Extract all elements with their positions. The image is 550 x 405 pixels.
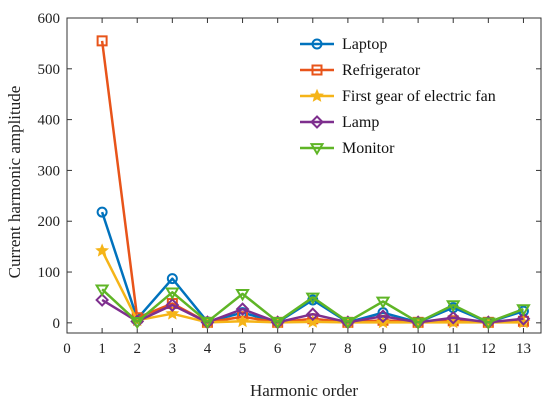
data-point-first-gear-of-electric-fan — [446, 315, 461, 329]
legend: Laptop Refrigerator First gear of electric… — [300, 36, 496, 157]
legend-label: Laptop — [342, 36, 387, 53]
data-point-laptop — [166, 273, 178, 285]
series-line-monitor — [101, 288, 524, 324]
series-line-lamp — [101, 298, 524, 324]
data-point-lamp — [165, 298, 180, 312]
x-tick-label: 2 — [133, 341, 141, 357]
x-tick-label: 9 — [379, 341, 387, 357]
data-point-first-gear-of-electric-fan — [235, 314, 250, 328]
y-tick-label: 0 — [53, 316, 61, 332]
data-point-monitor — [481, 317, 496, 330]
x-axis-label: Harmonic order — [250, 381, 358, 400]
legend-label: Monitor — [342, 140, 395, 157]
y-tick-label: 200 — [38, 214, 61, 230]
x-tick-label: 12 — [481, 341, 496, 357]
data-point-first-gear-of-electric-fan — [305, 314, 320, 328]
data-point-monitor — [235, 289, 250, 302]
plot-frame — [66, 17, 542, 334]
x-tick-label: 1 — [98, 341, 106, 357]
data-point-lamp — [446, 310, 461, 325]
x-tick-label: 0 — [63, 341, 71, 357]
legend-label: Lamp — [342, 114, 379, 131]
data-point-lamp — [235, 302, 250, 317]
data-point-lamp — [95, 293, 110, 307]
legend-marker — [311, 64, 323, 76]
data-point-laptop — [96, 206, 108, 218]
y-tick-label: 600 — [38, 11, 61, 27]
x-tick-label: 3 — [169, 341, 177, 357]
data-point-monitor — [410, 317, 426, 330]
y-axis-label: Current harmonic amplitude — [5, 86, 24, 279]
data-point-refrigerator — [96, 35, 108, 47]
series-refrigerator — [96, 35, 529, 328]
x-tick-label: 6 — [274, 341, 282, 357]
data-point-first-gear-of-electric-fan — [165, 306, 180, 320]
x-tick-label: 5 — [239, 341, 247, 357]
data-point-monitor — [445, 300, 461, 313]
data-point-monitor — [270, 316, 285, 330]
x-tick-label: 7 — [309, 341, 317, 357]
y-tick-label: 500 — [38, 62, 61, 78]
data-point-lamp — [376, 309, 390, 324]
legend-label: First gear of electric fan — [342, 88, 496, 105]
data-point-monitor — [375, 296, 391, 309]
legend-marker — [310, 115, 324, 129]
data-point-monitor — [516, 304, 531, 317]
data-point-monitor — [340, 316, 356, 330]
x-tick-label: 10 — [411, 341, 426, 357]
series-line-laptop — [100, 211, 524, 324]
series-monitor — [94, 284, 531, 330]
series-line-refrigerator — [100, 40, 524, 324]
y-tick-label: 100 — [38, 265, 61, 281]
legend-marker — [310, 88, 324, 102]
x-tick-label: 13 — [516, 341, 531, 357]
data-point-monitor — [165, 287, 180, 300]
data-point-monitor — [129, 316, 145, 330]
legend-label: Refrigerator — [342, 62, 421, 79]
x-tick-label: 4 — [204, 341, 212, 357]
y-tick-label: 300 — [38, 163, 61, 179]
y-tick-label: 400 — [38, 113, 61, 129]
data-point-lamp — [516, 311, 531, 326]
data-point-lamp — [305, 307, 320, 322]
data-point-monitor — [94, 284, 110, 297]
legend-marker — [309, 143, 325, 156]
x-tick-label: 8 — [344, 341, 352, 357]
data-point-monitor — [305, 292, 321, 305]
x-tick-label: 11 — [446, 341, 460, 357]
data-point-monitor — [200, 316, 215, 330]
data-point-first-gear-of-electric-fan — [95, 243, 110, 257]
legend-marker — [311, 38, 323, 50]
